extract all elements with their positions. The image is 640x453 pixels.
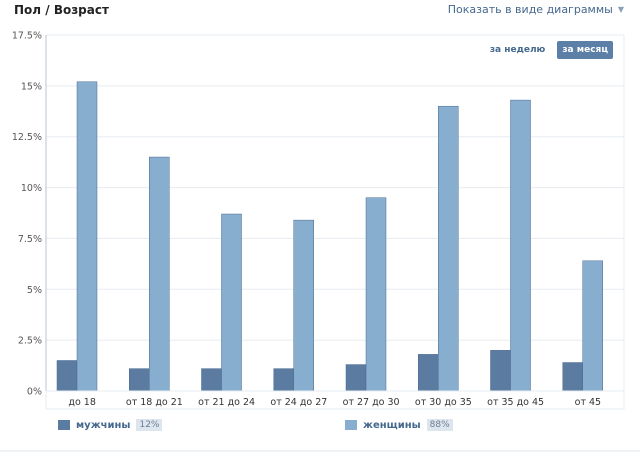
legend-swatch-male <box>58 420 70 430</box>
y-tick-label: 17.5% <box>12 31 42 42</box>
legend-item-male[interactable]: мужчины 12% <box>58 419 163 431</box>
x-tick-label: от 21 до 24 <box>198 397 255 408</box>
x-axis-band <box>45 390 625 410</box>
bar-male <box>562 362 583 392</box>
y-tick-label: 0% <box>27 387 42 398</box>
period-month-button[interactable]: за месяц <box>557 41 613 59</box>
y-tick-label: 5% <box>27 285 42 296</box>
bar-male <box>56 360 78 392</box>
y-tick-label: 2.5% <box>18 336 42 347</box>
bar-male <box>418 354 439 392</box>
y-tick-label: 12.5% <box>12 132 42 143</box>
legend-label-female: женщины <box>363 419 421 431</box>
bar-female <box>76 81 98 392</box>
bar-male <box>273 368 294 392</box>
legend-swatch-female <box>345 420 357 430</box>
legend-item-female[interactable]: женщины 88% <box>345 419 453 431</box>
bar-female <box>438 105 459 392</box>
x-tick-label: от 45 <box>575 397 601 408</box>
chart-legend: мужчины 12% женщины 88% <box>0 419 640 439</box>
show-as-diagram-label: Показать в виде диаграммы <box>447 3 613 16</box>
legend-share-female: 88% <box>426 419 453 431</box>
bar-male <box>345 364 367 392</box>
period-week-button[interactable]: за неделю <box>489 45 546 55</box>
chevron-down-icon: ▼ <box>617 5 624 14</box>
x-tick-label: от 18 до 21 <box>126 397 183 408</box>
legend-label-male: мужчины <box>76 419 131 431</box>
x-tick-label: от 30 до 35 <box>415 397 472 408</box>
period-toggle: за неделю за месяц <box>485 41 613 59</box>
y-tick-label: 10% <box>21 183 42 194</box>
header: Пол / Возраст Показать в виде диаграммы … <box>0 0 640 24</box>
x-tick-label: от 24 до 27 <box>270 397 327 408</box>
bar-male <box>201 368 222 392</box>
legend-share-male: 12% <box>136 419 163 431</box>
plot-area <box>46 35 624 391</box>
bar-female <box>582 260 603 392</box>
y-tick-label: 15% <box>21 81 42 92</box>
bar-male <box>129 368 150 392</box>
bar-female <box>221 213 242 392</box>
bar-female <box>293 219 314 392</box>
x-tick-label: от 27 до 30 <box>343 397 400 408</box>
x-tick-label: от 35 до 45 <box>487 397 544 408</box>
bar-male <box>490 350 511 392</box>
page-title: Пол / Возраст <box>14 3 109 17</box>
bar-female <box>510 99 531 392</box>
bar-female <box>149 156 170 392</box>
x-tick-label: до 18 <box>68 397 96 408</box>
show-as-diagram-link[interactable]: Показать в виде диаграммы ▼ <box>448 3 624 16</box>
y-tick-label: 7.5% <box>18 234 42 245</box>
bar-female <box>365 197 387 392</box>
